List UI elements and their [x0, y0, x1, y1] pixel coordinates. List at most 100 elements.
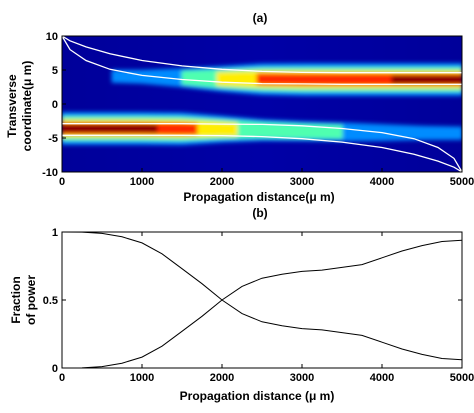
beam-upper-band-3-cell-65: [386, 73, 393, 86]
beam-lower-band-3-cell-24: [181, 122, 188, 135]
beam-upper-band-0-cell-11: [116, 69, 123, 83]
beam-lower-band-4-cell-1: [66, 124, 73, 133]
beam-lower-band-1-cell-54: [331, 124, 338, 139]
beam-upper-band-3-cell-44: [281, 73, 288, 86]
beam-upper-band-3-cell-41: [266, 73, 273, 86]
beam-upper-band-0-cell-21: [166, 68, 173, 87]
panel-a-ticks: 0 1000 2000 3000 4000 5000 10 5 0 -5 -10: [42, 31, 474, 188]
beam-lower-band-4-cell-5: [86, 124, 93, 133]
beam-upper-band-2-cell-36: [241, 71, 248, 87]
beam-upper-band-1-cell-24: [181, 70, 188, 86]
panel-a-xtick-label: 5000: [450, 176, 474, 188]
beam-upper-band-2-cell-38: [251, 70, 258, 88]
beam-lower-band-0-cell-65: [386, 124, 393, 141]
beam-lower-band-4-cell-9: [106, 124, 113, 133]
beam-lower-band-3-cell-22: [171, 122, 178, 135]
beam-lower-band-4-cell-17: [146, 124, 153, 133]
beam-lower-band-1-cell-39: [256, 121, 263, 139]
beam-lower-band-3-cell-19: [156, 122, 163, 135]
beam-upper-band-4-cell-76: [441, 75, 448, 84]
beam-lower-band-3-cell-20: [161, 122, 168, 135]
beam-upper-band-0-cell-23: [176, 68, 183, 87]
beam-lower-band-1-cell-51: [316, 124, 323, 139]
beam-upper-band-3-cell-42: [271, 73, 278, 86]
beam-lower-band-0-cell-70: [411, 125, 418, 141]
heatmap-background: [62, 36, 462, 172]
panel-b-xlabel: Propagation distance (μ m): [180, 389, 335, 403]
beam-lower-band-2-cell-34: [231, 122, 238, 137]
beam-upper-band-3-cell-50: [311, 73, 318, 86]
panel-b-xtick-label: 0: [59, 372, 65, 384]
beam-upper-band-4-cell-68: [401, 75, 408, 84]
beam-lower-band-2-cell-29: [206, 121, 213, 137]
beam-lower-band-0-cell-66: [391, 124, 398, 141]
beam-lower-band-1-cell-40: [261, 122, 268, 139]
beam-upper-band-3-cell-55: [336, 73, 343, 86]
panel-a-ytick-label: 10: [46, 31, 58, 43]
beam-lower-band-1-cell-45: [286, 123, 293, 139]
beam-upper-band-2-cell-33: [226, 71, 233, 87]
panel-b-xtick-label: 2000: [210, 372, 234, 384]
beam-upper-band-3-cell-39: [256, 73, 263, 85]
beam-upper-band-1-cell-30: [211, 69, 218, 88]
panel-b-frame: [61, 231, 463, 369]
beam-lower-band-1-cell-48: [301, 123, 308, 139]
beam-lower-band-3-cell-21: [166, 122, 173, 135]
beam-upper-band-0-cell-13: [126, 69, 133, 84]
beam-lower-band-4-cell-4: [81, 124, 88, 133]
beam-upper-band-0-cell-12: [121, 69, 128, 84]
panel-b-xtick-label: 1000: [130, 372, 154, 384]
beam-lower-band-2-cell-31: [216, 121, 223, 137]
beam-lower-band-1-cell-42: [271, 122, 278, 139]
beam-lower-band-1-cell-35: [236, 120, 243, 139]
panel-a-ytick-label: 5: [52, 65, 58, 77]
waveguide-outlines: [61, 35, 463, 173]
beam-lower-band-4-cell-10: [111, 124, 118, 133]
beam-upper-band-4-cell-77: [446, 75, 453, 84]
beam-upper-band-3-cell-43: [276, 73, 283, 86]
beam-upper-band-2-cell-37: [246, 71, 253, 88]
beam-lower-band-2-cell-32: [221, 122, 228, 137]
panel-a-ylabel-line2: coordinate(μ m): [20, 61, 34, 152]
panel-b-curves: [61, 231, 463, 369]
beam-lower-band-4-cell-8: [101, 124, 108, 133]
beam-lower-band-0-cell-59: [356, 123, 363, 142]
panel-b-title: (b): [252, 206, 267, 220]
beam-upper-band-3-cell-57: [346, 73, 353, 86]
beam-upper-band-3-cell-54: [331, 73, 338, 86]
beam-lower-band-0-cell-72: [421, 125, 428, 140]
beam-upper-band-4-cell-66: [391, 75, 398, 84]
beam-lower-band-1-cell-36: [241, 120, 248, 139]
beam-lower-band-4-cell-15: [136, 124, 143, 133]
beam-lower-band-0-cell-76: [441, 126, 448, 140]
beam-lower-band-2-cell-27: [196, 120, 203, 138]
beam-lower-band-1-cell-43: [276, 122, 283, 139]
beam-upper-band-3-cell-60: [361, 73, 368, 86]
panel-a-xtick-label: 0: [59, 176, 65, 188]
beam-lower-band-0-cell-75: [436, 126, 443, 140]
beam-lower-band-2-cell-33: [226, 122, 233, 137]
beam-lower-band-3-cell-23: [176, 122, 183, 135]
beam-lower-band-0-cell-60: [361, 123, 368, 142]
beam-lower-band-1-cell-49: [306, 124, 313, 139]
panel-a-ytick-label: -5: [48, 133, 58, 145]
beam-upper-band-3-cell-45: [286, 73, 293, 86]
beam-upper-band-1-cell-26: [191, 70, 198, 86]
beam-upper-band-2-cell-31: [216, 71, 223, 86]
beam-upper-band-0-cell-16: [141, 69, 148, 84]
beam-upper-band-3-cell-48: [301, 73, 308, 86]
beam-lower-band-4-cell-0: [62, 124, 68, 133]
beam-upper-band-1-cell-29: [206, 69, 213, 88]
beam-lower-band-0-cell-77: [446, 126, 453, 140]
panel-b-ytick-label: 0.5: [43, 295, 58, 307]
beam-lower-band-4-cell-3: [76, 124, 83, 133]
beam-upper-band-1-cell-27: [196, 70, 203, 87]
panel-a-xtick-label: 4000: [370, 176, 394, 188]
beam-upper-band-2-cell-35: [236, 71, 243, 87]
panel-b-xtick-label: 4000: [370, 372, 394, 384]
beam-lower-band-2-cell-28: [201, 121, 208, 137]
beam-lower-band-3-cell-26: [191, 123, 198, 135]
beam-upper-band-4-cell-67: [396, 75, 403, 84]
beam-lower-band-3-cell-25: [186, 122, 193, 135]
